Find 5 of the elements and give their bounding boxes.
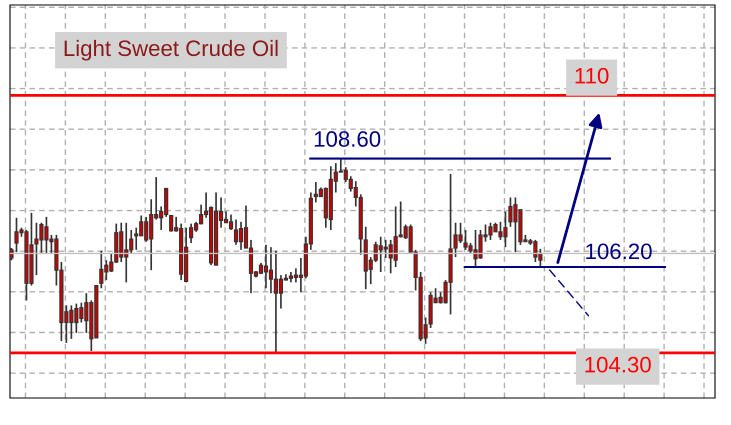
ref-line-label: 104.30 [585, 356, 651, 373]
ref-line-label: 106.20 [586, 243, 652, 260]
ref-line-label: 110 [576, 68, 608, 84]
ref-line-label: 108.60 [314, 131, 380, 147]
text: Light Sweet Crude Oil [64, 40, 278, 61]
